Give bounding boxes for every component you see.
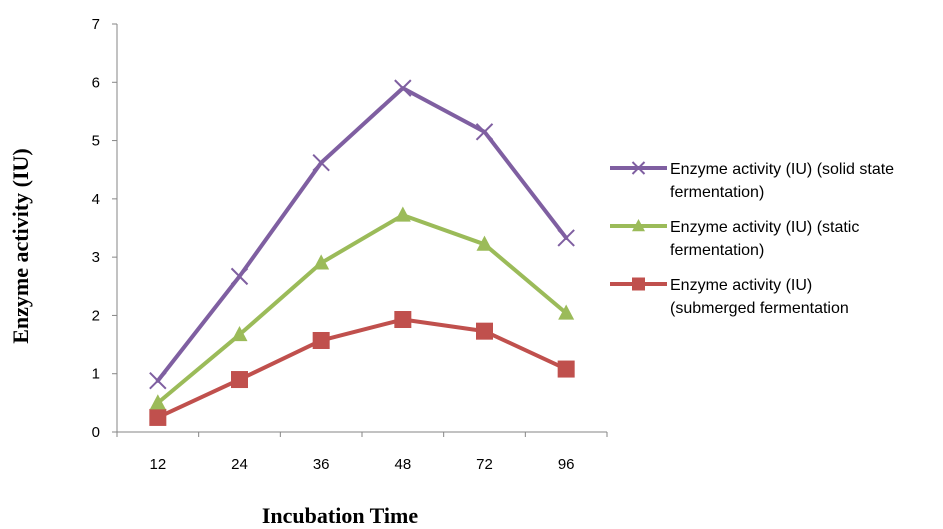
- x-tick-label: 48: [394, 456, 411, 473]
- series-line: [155, 86, 569, 383]
- y-ticks: 0 1 2 3 4 5 6 7: [92, 16, 117, 441]
- series-line: [155, 213, 569, 405]
- x-marker: [230, 267, 249, 286]
- series-layer: [149, 79, 575, 426]
- x-tick-label: 36: [313, 456, 330, 473]
- legend: Enzyme activity (IU) (solid state ferment…: [610, 161, 894, 317]
- legend-item: Enzyme activity (IU) (static fermentation…: [610, 218, 859, 259]
- series-square: [149, 311, 575, 426]
- y-tick-label: 5: [92, 133, 100, 150]
- triangle-marker: [632, 218, 645, 232]
- series-x: [149, 79, 575, 390]
- legend-label: fermentation): [670, 242, 764, 259]
- triangle-marker: [313, 254, 330, 270]
- legend-label: Enzyme activity (IU): [670, 277, 812, 294]
- triangle-marker: [231, 326, 248, 342]
- square-marker: [394, 311, 412, 329]
- x-ticks: 12 24 36 48 72 96: [116, 432, 608, 473]
- square-marker: [149, 408, 167, 426]
- axes: [116, 24, 607, 433]
- x-marker: [557, 229, 575, 247]
- x-tick-label: 24: [231, 456, 248, 473]
- x-tick-label: 72: [476, 456, 493, 473]
- triangle-marker: [476, 235, 493, 251]
- legend-label: fermentation): [670, 184, 764, 201]
- x-marker: [631, 161, 646, 175]
- y-tick-label: 3: [92, 249, 100, 266]
- x-marker: [312, 154, 330, 172]
- x-tick-label: 96: [558, 456, 575, 473]
- triangle-marker: [394, 206, 411, 222]
- x-marker: [394, 79, 412, 97]
- x-axis-title: Incubation Time: [262, 503, 419, 528]
- legend-item: Enzyme activity (IU) (submerged fermentat…: [610, 277, 849, 317]
- x-marker: [475, 123, 494, 141]
- y-tick-label: 4: [92, 191, 100, 208]
- y-tick-label: 6: [92, 74, 100, 91]
- series-triangle: [149, 206, 575, 410]
- y-tick-label: 7: [92, 16, 100, 33]
- triangle-marker: [558, 304, 575, 320]
- legend-label: Enzyme activity (IU) (static: [670, 219, 859, 236]
- y-tick-label: 2: [92, 307, 100, 324]
- x-marker: [149, 372, 167, 390]
- series-line: [155, 317, 569, 420]
- legend-label: Enzyme activity (IU) (solid state: [670, 161, 894, 178]
- square-marker: [231, 371, 248, 389]
- legend-label: (submerged fermentation: [670, 300, 849, 317]
- square-marker: [557, 360, 575, 378]
- legend-item: Enzyme activity (IU) (solid state ferment…: [610, 161, 894, 201]
- triangle-marker: [149, 394, 166, 410]
- y-tick-label: 0: [92, 424, 100, 441]
- square-marker: [476, 322, 493, 340]
- y-tick-label: 1: [92, 366, 100, 383]
- square-marker: [312, 331, 330, 349]
- y-axis-title: Enzyme activity (IU): [8, 148, 33, 344]
- x-tick-label: 12: [149, 456, 166, 473]
- square-marker: [632, 277, 645, 291]
